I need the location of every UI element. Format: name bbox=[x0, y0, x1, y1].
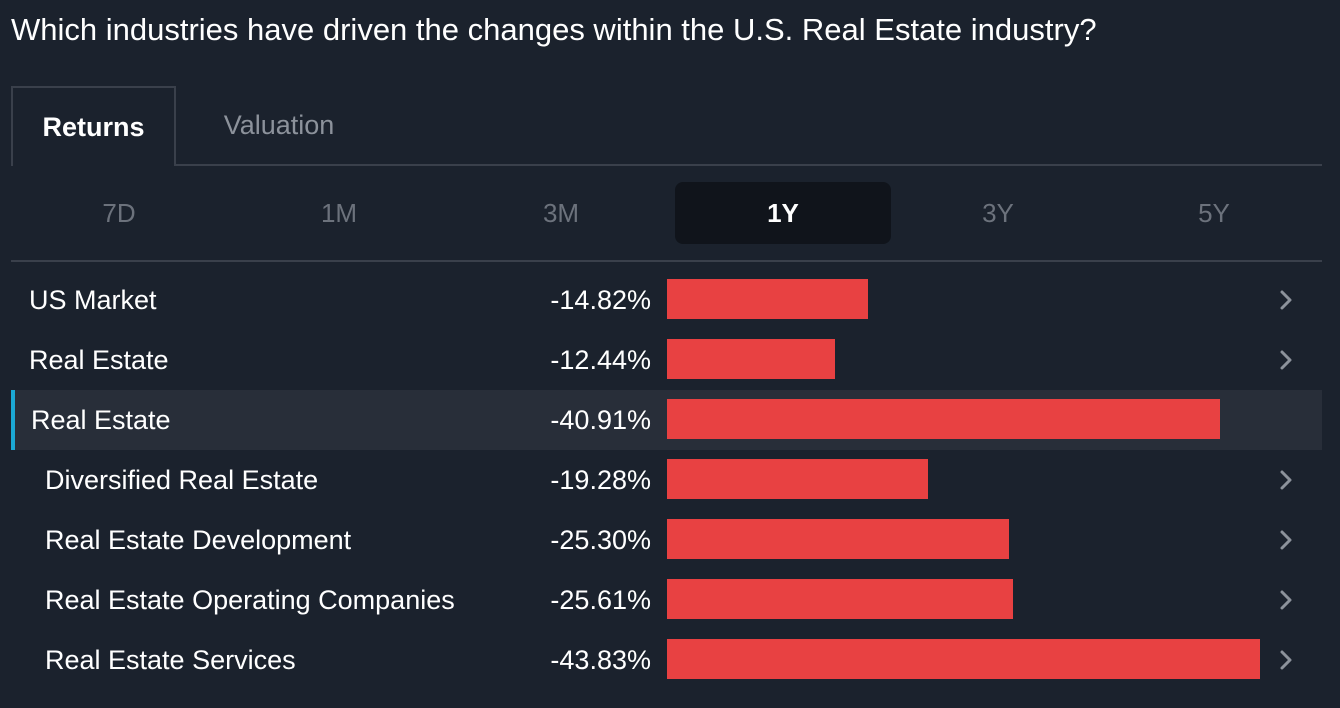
row-value: -40.91% bbox=[550, 405, 651, 435]
row-label: Diversified Real Estate bbox=[45, 465, 319, 495]
row-value: -14.82% bbox=[550, 285, 651, 315]
return-bar bbox=[667, 519, 1009, 559]
period-selector: 7D 1M 3M 1Y 3Y 5Y bbox=[11, 182, 1322, 244]
row-label: Real Estate Services bbox=[45, 645, 296, 675]
return-bar bbox=[667, 279, 868, 319]
industry-bar-chart: US Market -14.82% Real Estate -12.44% Real E… bbox=[11, 270, 1322, 690]
period-3y-button[interactable]: 3Y bbox=[982, 197, 1014, 228]
row-value: -19.28% bbox=[550, 465, 651, 495]
period-1m-button[interactable]: 1M bbox=[320, 197, 358, 228]
chevron-right-icon[interactable] bbox=[1278, 467, 1296, 493]
industry-row-real-estate-services[interactable]: Real Estate Services -43.83% bbox=[11, 630, 1322, 690]
industry-row-real-estate[interactable]: Real Estate -12.44% bbox=[11, 330, 1322, 390]
row-value: -12.44% bbox=[550, 345, 651, 375]
row-value: -43.83% bbox=[550, 645, 651, 675]
chevron-right-icon[interactable] bbox=[1278, 347, 1296, 373]
divider bbox=[11, 260, 1322, 262]
tab-returns[interactable]: Returns bbox=[11, 86, 176, 166]
row-label: Real Estate Development bbox=[45, 525, 352, 555]
page-title: Which industries have driven the changes… bbox=[11, 12, 1097, 47]
row-label: Real Estate bbox=[29, 345, 169, 375]
industry-row-us-market[interactable]: US Market -14.82% bbox=[11, 270, 1322, 330]
row-label: Real Estate bbox=[31, 405, 171, 435]
row-value: -25.30% bbox=[550, 525, 651, 555]
row-label: Real Estate Operating Companies bbox=[45, 585, 455, 615]
return-bar bbox=[667, 339, 835, 379]
industry-row-real-estate-development[interactable]: Real Estate Development -25.30% bbox=[11, 510, 1322, 570]
tab-valuation[interactable]: Valuation bbox=[223, 109, 335, 140]
return-bar bbox=[667, 639, 1260, 679]
period-3m-button[interactable]: 3M bbox=[542, 197, 580, 228]
return-bar bbox=[667, 579, 1013, 619]
industry-row-real-estate-selected: Real Estate -40.91% bbox=[11, 390, 1322, 450]
return-bar bbox=[667, 399, 1220, 439]
chevron-right-icon[interactable] bbox=[1278, 527, 1296, 553]
row-value: -25.61% bbox=[550, 585, 651, 615]
row-label: US Market bbox=[29, 285, 157, 315]
chevron-right-icon[interactable] bbox=[1278, 647, 1296, 673]
period-7d-button[interactable]: 7D bbox=[102, 197, 136, 228]
industry-row-real-estate-operating-companies[interactable]: Real Estate Operating Companies -25.61% bbox=[11, 570, 1322, 630]
period-5y-button[interactable]: 5Y bbox=[1198, 197, 1230, 228]
return-bar bbox=[667, 459, 928, 499]
chevron-right-icon[interactable] bbox=[1278, 287, 1296, 313]
tab-bar: Returns Valuation bbox=[11, 86, 1322, 166]
period-1y-button[interactable]: 1Y bbox=[675, 182, 891, 244]
chevron-right-icon[interactable] bbox=[1278, 587, 1296, 613]
industry-row-diversified-real-estate[interactable]: Diversified Real Estate -19.28% bbox=[11, 450, 1322, 510]
